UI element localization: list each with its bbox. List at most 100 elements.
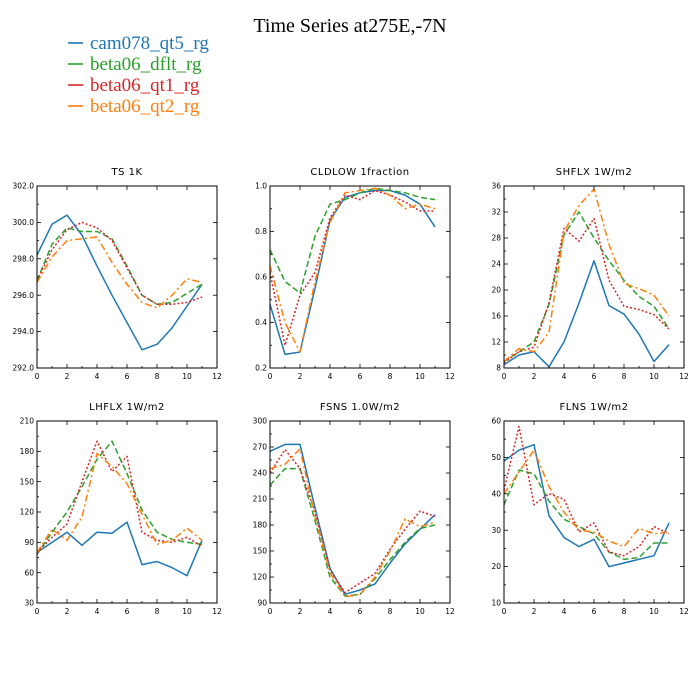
x-tick-label: 12 — [679, 607, 689, 616]
series-line-cam078_qt5_rg — [269, 443, 436, 596]
legend-label: cam078_qt5_rg — [90, 33, 209, 54]
y-tick-label: 60 — [491, 417, 501, 426]
y-tick-label: 8 — [496, 364, 501, 373]
figure-title: Time Series at275E,-7N — [253, 15, 446, 37]
series-line-beta06_qt2_rg — [503, 188, 670, 363]
x-tick-label: 0 — [35, 372, 40, 381]
y-tick-label: 150 — [20, 477, 35, 486]
y-tick-label: 294.0 — [13, 327, 35, 336]
y-tick-label: 296.0 — [13, 291, 35, 300]
series-line-beta06_dflt_rg — [36, 227, 203, 306]
x-tick-label: 8 — [388, 372, 393, 381]
y-tick-label: 40 — [491, 489, 501, 498]
x-tick-label: 12 — [679, 372, 689, 381]
x-tick-label: 12 — [445, 607, 455, 616]
y-tick-label: 32 — [491, 208, 501, 217]
x-tick-label: 4 — [328, 372, 333, 381]
y-tick-label: 240 — [253, 469, 268, 478]
x-tick-label: 6 — [592, 607, 597, 616]
panel-title: CLDLOW 1fraction — [310, 167, 409, 178]
y-tick-label: 1.0 — [255, 182, 267, 191]
legend-label: beta06_dflt_rg — [90, 54, 202, 75]
x-tick-label: 6 — [358, 372, 363, 381]
y-tick-label: 0.6 — [255, 273, 267, 282]
x-tick-label: 6 — [358, 607, 363, 616]
chart-panel: TS 1K 0 2 4 6 8 10 12 292.0 294.0 296.0 298.0 300.0 3… — [13, 167, 222, 381]
x-tick-label: 8 — [155, 607, 160, 616]
series-line-beta06_qt1_rg — [36, 440, 203, 553]
chart-panel: LHFLX 1W/m2 0 2 4 6 8 10 12 30 60 90 120 150 180 210 — [20, 402, 222, 616]
x-tick-label: 4 — [95, 607, 100, 616]
series-line-beta06_dflt_rg — [36, 440, 203, 555]
series-line-beta06_dflt_rg — [503, 211, 670, 363]
series-line-beta06_qt1_rg — [503, 425, 670, 557]
y-tick-label: 300.0 — [13, 218, 35, 227]
series-line-beta06_dflt_rg — [503, 469, 669, 561]
series-line-beta06_qt1_rg — [269, 448, 436, 594]
x-tick-label: 10 — [182, 372, 192, 381]
panel-title: FLNS 1W/m2 — [559, 402, 628, 413]
x-tick-label: 12 — [212, 607, 222, 616]
plot-frame — [503, 185, 685, 369]
x-tick-label: 0 — [35, 607, 40, 616]
x-tick-label: 0 — [268, 607, 273, 616]
series-line-cam078_qt5_rg — [36, 521, 203, 577]
y-tick-label: 10 — [491, 599, 501, 608]
panel-title: LHFLX 1W/m2 — [89, 402, 165, 413]
series-line-cam078_qt5_rg — [503, 443, 670, 568]
plot-frame — [36, 420, 218, 604]
x-tick-label: 10 — [415, 372, 425, 381]
y-tick-label: 210 — [20, 417, 35, 426]
x-tick-label: 4 — [95, 372, 100, 381]
y-tick-label: 90 — [24, 538, 34, 547]
y-tick-label: 28 — [491, 234, 501, 243]
x-tick-label: 8 — [622, 372, 627, 381]
x-tick-label: 6 — [125, 372, 130, 381]
y-tick-label: 120 — [20, 508, 35, 517]
series-line-beta06_qt2_rg — [503, 449, 670, 548]
x-tick-label: 0 — [502, 372, 507, 381]
x-tick-label: 0 — [502, 607, 507, 616]
y-tick-label: 298.0 — [13, 254, 35, 263]
y-tick-label: 12 — [491, 338, 501, 347]
series-line-cam078_qt5_rg — [269, 189, 436, 356]
x-tick-label: 10 — [649, 607, 659, 616]
series-line-beta06_dflt_rg — [269, 187, 436, 294]
x-tick-label: 8 — [155, 372, 160, 381]
y-tick-label: 0.8 — [255, 227, 267, 236]
y-tick-label: 0.4 — [255, 318, 267, 327]
y-tick-label: 292.0 — [13, 364, 35, 373]
series-line-beta06_qt2_rg — [36, 452, 203, 553]
y-tick-label: 20 — [491, 286, 501, 295]
x-tick-label: 2 — [532, 607, 537, 616]
y-tick-label: 180 — [253, 521, 268, 530]
x-tick-label: 10 — [415, 607, 425, 616]
y-tick-label: 302.0 — [13, 182, 35, 191]
series-line-beta06_qt2_rg — [269, 447, 436, 598]
panel-title: FSNS 1.0W/m2 — [320, 402, 400, 413]
x-tick-label: 2 — [298, 607, 303, 616]
y-tick-label: 20 — [491, 562, 501, 571]
x-tick-label: 4 — [562, 372, 567, 381]
x-tick-label: 8 — [622, 607, 627, 616]
y-tick-label: 30 — [24, 599, 34, 608]
panel-title: SHFLX 1W/m2 — [556, 167, 632, 178]
series-line-cam078_qt5_rg — [503, 260, 670, 368]
series-line-cam078_qt5_rg — [36, 214, 203, 351]
series-line-beta06_dflt_rg — [269, 467, 436, 597]
y-tick-label: 90 — [257, 599, 267, 608]
y-tick-label: 300 — [253, 417, 268, 426]
series-line-beta06_qt2_rg — [269, 187, 436, 353]
x-tick-label: 10 — [649, 372, 659, 381]
plot-frame — [269, 185, 451, 369]
plot-frame — [36, 185, 218, 369]
x-tick-label: 2 — [65, 372, 70, 381]
y-tick-label: 180 — [20, 447, 35, 456]
chart-panel: CLDLOW 1fraction 0 2 4 6 8 10 12 0.2 0.4 0.6 0.8 1.0 — [255, 167, 455, 381]
x-tick-label: 10 — [182, 607, 192, 616]
series-line-beta06_qt2_rg — [36, 236, 203, 309]
series-line-beta06_qt1_rg — [36, 221, 203, 306]
plot-frame — [503, 420, 685, 604]
legend-label: beta06_qt2_rg — [90, 96, 200, 117]
